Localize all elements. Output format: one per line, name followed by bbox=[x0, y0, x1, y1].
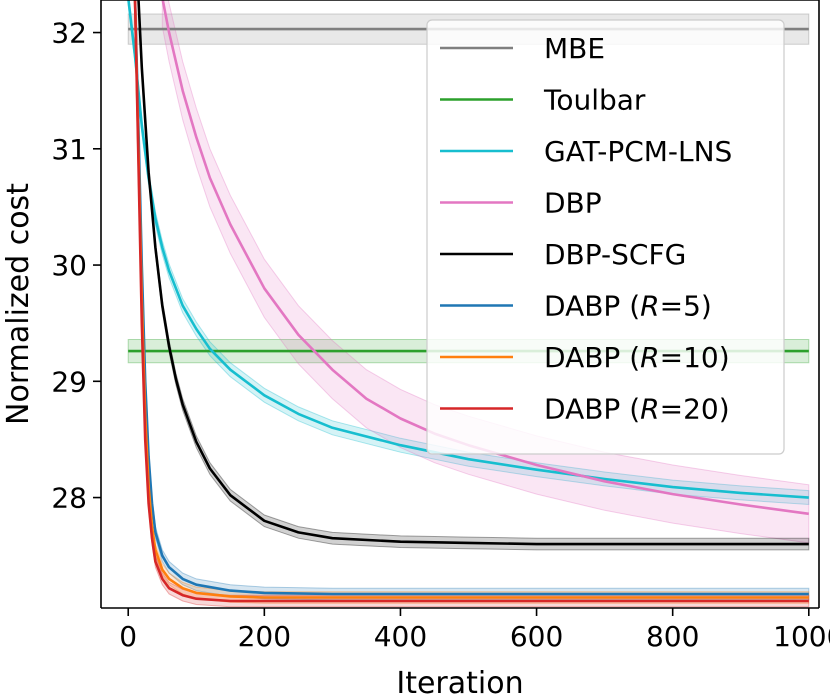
x-tick-label: 800 bbox=[646, 620, 699, 653]
legend-label-toulbar: Toulbar bbox=[543, 84, 646, 117]
legend-label-mbe: MBE bbox=[544, 32, 605, 65]
y-tick-label: 28 bbox=[51, 482, 87, 515]
band-gat-pcm-lns bbox=[127, 0, 810, 506]
legend-label-dabp-r-20: DABP (R=20) bbox=[544, 393, 730, 426]
legend[interactable]: MBE Toulbar GAT-PCM-LNS DBP DBP-SCFG DABP (R=… bbox=[426, 19, 785, 455]
x-axis-ticks: 0 200 400 600 800 1000 bbox=[119, 608, 830, 653]
line-dabp-r-20 bbox=[133, 0, 809, 603]
y-tick-label: 31 bbox=[51, 133, 87, 166]
axes bbox=[100, 0, 820, 609]
legend-label-dabp-r-5: DABP (R=5) bbox=[544, 290, 712, 323]
y-tick-label: 32 bbox=[51, 17, 87, 50]
legend-label-dabp-r-10: DABP (R=10) bbox=[544, 341, 730, 374]
legend-box bbox=[426, 19, 785, 455]
y-tick-label: 30 bbox=[51, 249, 87, 282]
x-tick-label: 1000 bbox=[773, 620, 830, 653]
x-axis-title: Iteration bbox=[396, 666, 523, 695]
x-tick-label: 200 bbox=[238, 620, 291, 653]
line-dbp bbox=[161, 0, 809, 516]
line-dbp-scfg bbox=[137, 0, 809, 546]
y-tick-label: 29 bbox=[51, 365, 87, 398]
y-axis-ticks: 28 29 30 31 32 bbox=[51, 17, 101, 515]
legend-label-dbp: DBP bbox=[544, 187, 602, 220]
legend-label-gat-pcm-lns: GAT-PCM-LNS bbox=[544, 135, 732, 168]
x-tick-label: 400 bbox=[374, 620, 427, 653]
x-tick-label: 0 bbox=[119, 620, 137, 653]
legend-label-dbp-scfg: DBP-SCFG bbox=[544, 238, 686, 271]
y-axis-title: Normalized cost bbox=[1, 183, 36, 425]
x-tick-label: 600 bbox=[510, 620, 563, 653]
